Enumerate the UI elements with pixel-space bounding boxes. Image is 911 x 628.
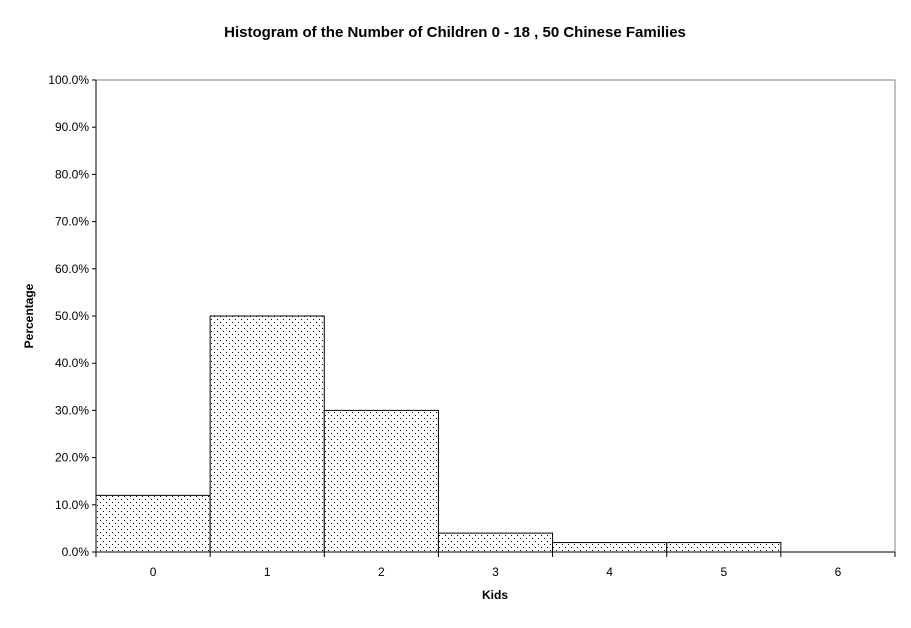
y-tick-label: 40.0% xyxy=(55,356,89,370)
y-tick-label: 30.0% xyxy=(55,403,89,417)
y-tick-label: 80.0% xyxy=(55,167,89,181)
y-tick-label: 60.0% xyxy=(55,262,89,276)
x-tick-label: 4 xyxy=(606,565,613,579)
y-tick-label: 10.0% xyxy=(55,498,89,512)
y-tick-label: 100.0% xyxy=(48,73,89,87)
x-tick-label: 5 xyxy=(720,565,727,579)
y-tick-label: 0.0% xyxy=(62,545,90,559)
bar-0 xyxy=(95,494,211,553)
x-tick-label: 3 xyxy=(492,565,499,579)
bars-group xyxy=(95,315,782,553)
x-tick-label: 1 xyxy=(264,565,271,579)
x-tick-label: 6 xyxy=(835,565,842,579)
bar-5 xyxy=(666,542,782,553)
y-tick-label: 90.0% xyxy=(55,120,89,134)
bar-2 xyxy=(323,409,439,553)
x-tick-labels: 0 1 2 3 4 5 6 xyxy=(150,565,842,579)
axes-group xyxy=(92,79,896,557)
y-tick-label: 50.0% xyxy=(55,309,89,323)
y-axis-title: Percentage xyxy=(22,283,36,348)
x-axis-title: Kids xyxy=(482,588,508,602)
bar-1 xyxy=(209,315,325,553)
bar-4 xyxy=(552,542,668,553)
y-tick-label: 70.0% xyxy=(55,215,89,229)
y-tick-label: 20.0% xyxy=(55,451,89,465)
x-tick-label: 0 xyxy=(150,565,157,579)
chart-title: Histogram of the Number of Children 0 - … xyxy=(224,24,686,41)
x-tick-label: 2 xyxy=(378,565,385,579)
y-tick-labels: 0.0% 10.0% 20.0% 30.0% 40.0% 50.0% 60.0% 70.0% 8… xyxy=(48,73,89,559)
bar-3 xyxy=(437,532,554,553)
